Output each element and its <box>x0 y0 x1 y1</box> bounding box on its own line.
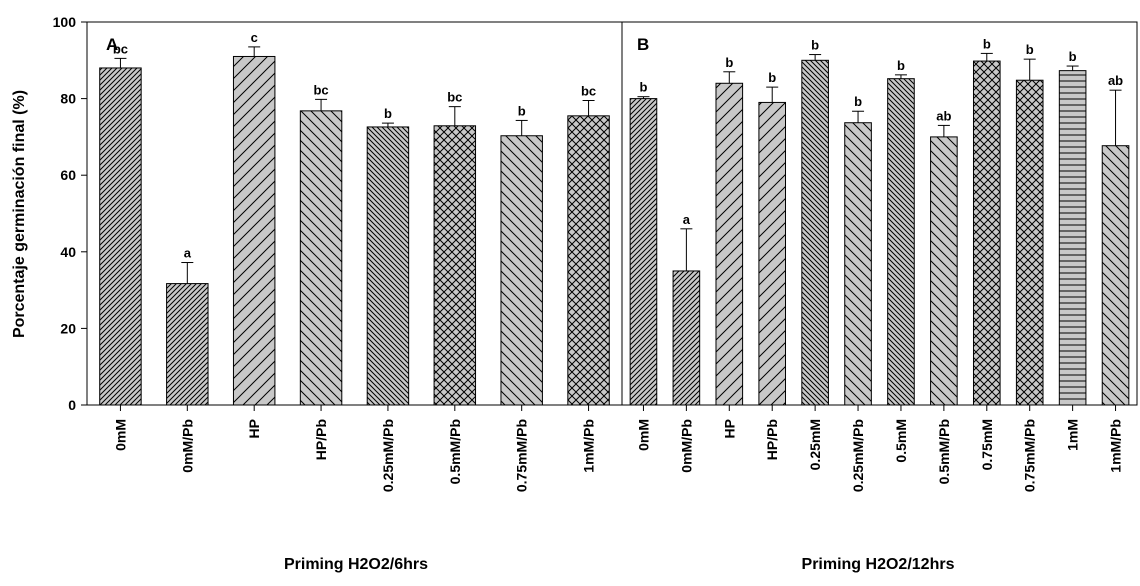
x-tick-label: 0.5mM <box>893 419 909 463</box>
significance-label: bc <box>113 41 128 56</box>
significance-label: ab <box>936 108 951 123</box>
x-tick-label: HP <box>721 419 737 438</box>
x-tick-label: 0.75mM <box>979 419 995 470</box>
bar <box>99 67 142 406</box>
significance-label: bc <box>447 90 462 105</box>
significance-label: b <box>639 80 647 95</box>
y-axis: 0 20 40 60 80 100 <box>53 14 87 413</box>
x-tick-label: 0.5mM/Pb <box>936 419 952 484</box>
bar <box>1015 79 1044 406</box>
x-tick-label: 0mM <box>635 419 651 451</box>
x-tick-label: 0.25mM/Pb <box>380 419 396 492</box>
significance-label: b <box>768 70 776 85</box>
bar <box>715 82 744 406</box>
significance-label: a <box>683 212 691 227</box>
significance-label: b <box>1069 49 1077 64</box>
x-tick-label: 1mM <box>1065 419 1081 451</box>
bar <box>972 60 1001 406</box>
bar <box>433 125 477 406</box>
x-tick-label: 0.25mM <box>807 419 823 470</box>
significance-label: c <box>251 30 258 45</box>
x-tick-label: HP/Pb <box>313 419 329 460</box>
significance-label: ab <box>1108 73 1123 88</box>
bar <box>1058 70 1087 406</box>
bar <box>887 78 915 406</box>
x-tick-label: 0mM/Pb <box>179 419 195 473</box>
significance-label: a <box>184 246 192 261</box>
significance-label: b <box>983 36 991 51</box>
y-tick-label: 40 <box>60 244 76 260</box>
bar <box>672 270 701 406</box>
panel-label: A <box>106 35 118 54</box>
bar <box>232 55 276 406</box>
significance-label: b <box>725 55 733 70</box>
y-tick-label: 20 <box>60 320 76 336</box>
x-tick-label: 1mM/Pb <box>581 419 597 473</box>
bar <box>629 98 658 406</box>
x-tick-label: 0.75mM/Pb <box>514 419 530 492</box>
x-tick-label: HP <box>246 419 262 438</box>
y-tick-label: 80 <box>60 91 76 107</box>
significance-label: b <box>854 94 862 109</box>
panel-b: B Priming H2O2/12hrs b 0mM a 0mM/Pb b HP b HP/Pb b… <box>629 35 1130 573</box>
plot-frame <box>86 21 1138 406</box>
x-tick-label: 0.25mM/Pb <box>850 419 866 492</box>
significance-label: b <box>1026 42 1034 57</box>
x-axis-title: Priming H2O2/12hrs <box>802 556 955 573</box>
y-axis-title: Porcentaje germinación final (%) <box>11 90 28 338</box>
y-tick-label: 60 <box>60 167 76 183</box>
bar <box>166 283 209 406</box>
bar <box>1101 145 1130 406</box>
significance-label: b <box>384 106 392 121</box>
bar <box>930 136 958 406</box>
bar <box>844 122 872 406</box>
y-tick-label: 0 <box>68 397 76 413</box>
bar <box>758 101 787 406</box>
x-tick-label: 0mM <box>112 419 128 451</box>
bar <box>567 115 610 406</box>
significance-label: bc <box>313 82 328 97</box>
significance-label: b <box>518 103 526 118</box>
significance-label: b <box>897 58 905 73</box>
bar <box>366 126 410 406</box>
x-tick-label: 0.75mM/Pb <box>1022 419 1038 492</box>
panel-a: A Priming H2O2/6hrs bc 0mM a 0mM/Pb c HP bc HP/Pb… <box>99 30 610 573</box>
bar <box>299 110 343 406</box>
x-axis-title: Priming H2O2/6hrs <box>284 556 428 573</box>
x-tick-label: 0.5mM/Pb <box>447 419 463 484</box>
bar <box>801 59 829 406</box>
x-tick-label: 0mM/Pb <box>678 419 694 473</box>
significance-label: bc <box>581 84 596 99</box>
significance-label: b <box>811 38 819 53</box>
y-tick-label: 100 <box>53 14 77 30</box>
panel-label: B <box>637 35 649 54</box>
bar <box>500 135 543 406</box>
x-tick-label: HP/Pb <box>764 419 780 460</box>
x-tick-label: 1mM/Pb <box>1108 419 1124 473</box>
